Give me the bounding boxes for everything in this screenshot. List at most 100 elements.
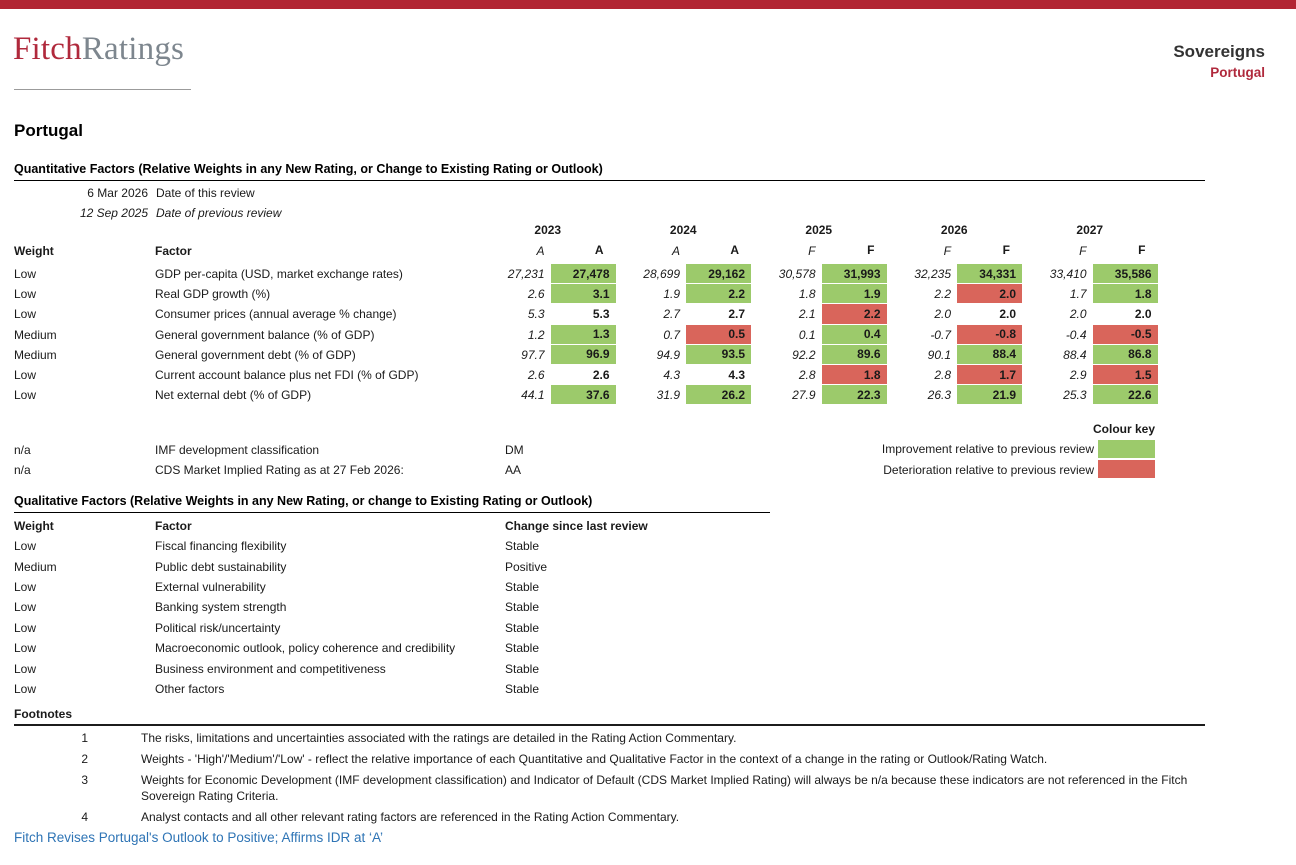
value-group: 2.8 1.7 bbox=[887, 364, 1022, 386]
qualitative-section: Qualitative Factors (Relative Weights in… bbox=[14, 492, 770, 699]
current-value: 34,331 bbox=[957, 264, 1022, 285]
colour-swatch bbox=[1098, 439, 1155, 459]
current-value: 1.3 bbox=[550, 324, 616, 345]
current-value: 1.8 bbox=[1092, 284, 1158, 305]
change-cell: Stable bbox=[505, 620, 540, 635]
previous-value: 88.4 bbox=[1063, 347, 1087, 362]
factor-cell: Net external debt (% of GDP) bbox=[155, 388, 312, 403]
qualitative-row: Low Fiscal financing flexibility Stable bbox=[14, 536, 770, 556]
type-header-row: Weight Factor A A A A F F F F F F bbox=[14, 241, 1205, 260]
previous-value: -0.4 bbox=[1065, 327, 1087, 342]
weight-cell: Medium bbox=[14, 347, 57, 362]
previous-value: 33,410 bbox=[1049, 267, 1087, 282]
year-group: 2025 bbox=[751, 223, 887, 241]
current-value: 2.2 bbox=[821, 304, 887, 325]
previous-value: 2.6 bbox=[527, 287, 545, 302]
previous-value: 30,578 bbox=[778, 267, 816, 282]
previous-value: 97.7 bbox=[521, 347, 545, 362]
previous-value: 2.8 bbox=[934, 368, 951, 383]
change-cell: Stable bbox=[505, 681, 540, 696]
weight-cell: Low bbox=[14, 620, 37, 635]
value-group: 2.7 2.7 bbox=[616, 304, 751, 325]
page-title: Portugal bbox=[14, 121, 83, 140]
current-value: 35,586 bbox=[1092, 264, 1158, 285]
colour-key-label: Deterioration relative to previous revie… bbox=[883, 462, 1094, 477]
factor-cell: Political risk/uncertainty bbox=[155, 620, 281, 635]
current-value: 1.7 bbox=[957, 364, 1022, 386]
change-cell: Stable bbox=[505, 661, 540, 676]
factor-cell: General government balance (% of GDP) bbox=[155, 327, 375, 342]
factor-cell: Public debt sustainability bbox=[155, 559, 287, 574]
previous-value: 2.8 bbox=[798, 368, 816, 383]
value-group: 1.8 1.9 bbox=[751, 284, 887, 305]
colour-key-title: Colour key bbox=[1092, 422, 1155, 436]
weight-cell: Medium bbox=[14, 327, 57, 342]
current-value: -0.5 bbox=[1092, 324, 1158, 345]
prev-type-label: F bbox=[808, 243, 816, 258]
previous-value: 5.3 bbox=[527, 307, 545, 322]
weight-cell: Low bbox=[14, 388, 37, 403]
prev-type-label: A bbox=[536, 243, 545, 258]
factor-cell: Current account balance plus net FDI (% … bbox=[155, 368, 419, 383]
previous-value: 32,235 bbox=[914, 267, 951, 282]
previous-value: 2.6 bbox=[527, 368, 545, 383]
previous-value: 4.3 bbox=[663, 368, 680, 383]
factor-cell: General government debt (% of GDP) bbox=[155, 347, 356, 362]
logo-fitch-text: Fitch bbox=[13, 31, 82, 67]
current-value: 96.9 bbox=[550, 344, 616, 365]
previous-value: 44.1 bbox=[521, 388, 545, 403]
quantitative-row: Low GDP per-capita (USD, market exchange … bbox=[14, 264, 1205, 285]
year-label: 2027 bbox=[1076, 223, 1104, 237]
curr-type-label: F bbox=[821, 241, 887, 260]
weight-cell: n/a bbox=[14, 462, 31, 477]
value-group: 4.3 4.3 bbox=[616, 365, 751, 386]
date-of-this-review-row: 6 Mar 2026 Date of this review bbox=[14, 183, 1205, 203]
current-value: 4.3 bbox=[686, 365, 751, 386]
rating-action-commentary-link[interactable]: Fitch Revises Portugal's Outlook to Posi… bbox=[14, 830, 383, 845]
footnote-number: 1 bbox=[81, 731, 88, 745]
curr-type-label: F bbox=[1092, 241, 1158, 260]
weight-cell: n/a bbox=[14, 442, 31, 457]
qualitative-row: Medium Public debt sustainability Positive bbox=[14, 556, 770, 576]
previous-value: 90.1 bbox=[927, 347, 951, 362]
current-value: 22.3 bbox=[821, 385, 887, 406]
quantitative-row: Low Current account balance plus net FDI … bbox=[14, 364, 1205, 386]
previous-value: -0.7 bbox=[930, 327, 951, 342]
year-group: 2024 bbox=[616, 223, 752, 241]
weight-cell: Low bbox=[14, 600, 37, 615]
value-group: 30,578 31,993 bbox=[751, 264, 887, 285]
previous-value: 0.1 bbox=[798, 327, 816, 342]
review-dates: 6 Mar 2026 Date of this review 12 Sep 20… bbox=[14, 183, 1205, 223]
weight-cell: Low bbox=[14, 681, 37, 696]
value-group: 1.9 2.2 bbox=[616, 284, 751, 305]
country-label: Portugal bbox=[1210, 65, 1265, 80]
current-value: 2.0 bbox=[957, 284, 1022, 305]
value-group: 1.7 1.8 bbox=[1022, 284, 1158, 305]
value-group: 92.2 89.6 bbox=[751, 344, 887, 365]
classification-value: DM bbox=[505, 442, 524, 457]
footnote-items: 1 The risks, limitations and uncertaintie… bbox=[14, 731, 1205, 825]
classification-row: n/a IMF development classification DM bbox=[14, 439, 1205, 459]
current-value: 5.3 bbox=[550, 304, 616, 325]
qualitative-header-row: Weight Factor Change since last review bbox=[14, 515, 770, 536]
value-group: 2.6 2.6 bbox=[480, 365, 616, 386]
factor-column-header: Factor bbox=[155, 243, 192, 258]
previous-value: 1.7 bbox=[1069, 287, 1087, 302]
current-value: 37.6 bbox=[550, 385, 616, 406]
weight-cell: Low bbox=[14, 368, 37, 383]
previous-value: 25.3 bbox=[1063, 388, 1087, 403]
factor-cell: CDS Market Implied Rating as at 27 Feb 2… bbox=[155, 462, 404, 477]
previous-value: 28,699 bbox=[643, 267, 680, 282]
current-value: 2.7 bbox=[686, 304, 751, 325]
curr-type-label: F bbox=[957, 241, 1022, 260]
report-header-right: Sovereigns Portugal bbox=[1173, 42, 1265, 80]
previous-value: 1.8 bbox=[798, 287, 816, 302]
change-cell: Stable bbox=[505, 641, 540, 656]
logo-underline bbox=[14, 89, 191, 90]
weight-column-header: Weight bbox=[14, 243, 54, 258]
qualitative-row: Low Other factors Stable bbox=[14, 679, 770, 699]
year-label: 2023 bbox=[534, 223, 562, 237]
footnote-number: 2 bbox=[81, 752, 88, 766]
